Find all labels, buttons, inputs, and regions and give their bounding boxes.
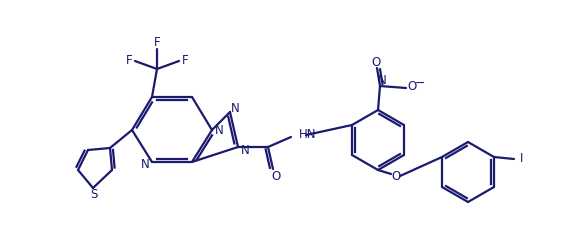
Text: F: F: [126, 55, 132, 67]
Text: HN: HN: [299, 127, 316, 140]
Text: N: N: [241, 144, 249, 157]
Text: O: O: [271, 169, 281, 182]
Text: N: N: [215, 123, 223, 136]
Text: O: O: [407, 80, 416, 93]
Text: I: I: [520, 152, 524, 165]
Text: F: F: [154, 37, 160, 50]
Text: N: N: [141, 157, 149, 170]
Text: F: F: [181, 55, 188, 67]
Text: −: −: [415, 76, 425, 89]
Text: S: S: [90, 189, 98, 202]
Text: O: O: [372, 55, 381, 68]
Text: N: N: [378, 75, 386, 88]
Text: O: O: [391, 169, 401, 182]
Text: N: N: [230, 101, 240, 114]
